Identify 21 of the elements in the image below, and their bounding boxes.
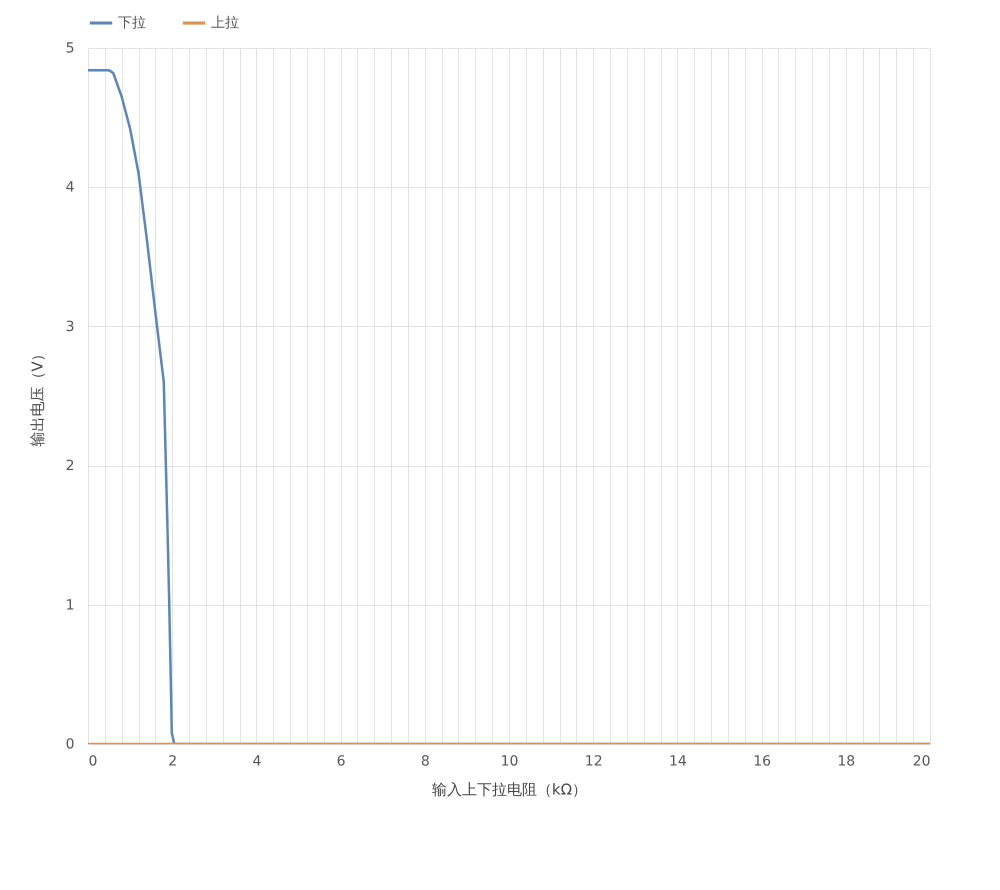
x-tick-label: 8 bbox=[420, 754, 430, 770]
x-tick-label: 10 bbox=[500, 754, 518, 770]
x-tick-label: 4 bbox=[252, 754, 262, 770]
y-tick-label: 2 bbox=[66, 458, 74, 474]
y-tick-label: 4 bbox=[66, 180, 75, 196]
y-axis-title: 输出电压（V） bbox=[28, 346, 47, 447]
y-tick-label: 1 bbox=[66, 597, 74, 614]
x-tick-label: 0 bbox=[88, 754, 98, 770]
x-tick-label: 16 bbox=[753, 754, 772, 770]
x-tick-label: 6 bbox=[336, 754, 346, 770]
legend-label: 下拉 bbox=[118, 15, 146, 31]
y-tick-label: 0 bbox=[66, 736, 74, 752]
x-tick-label: 12 bbox=[584, 754, 603, 770]
x-axis-title: 输入上下拉电阻（kΩ） bbox=[432, 780, 588, 798]
y-tick-label: 5 bbox=[66, 40, 74, 56]
legend-label: 上拉 bbox=[211, 15, 239, 31]
x-tick-label: 14 bbox=[668, 754, 687, 770]
x-tick-label: 18 bbox=[837, 754, 856, 770]
x-tick-label: 20 bbox=[912, 754, 930, 770]
x-tick-label: 2 bbox=[168, 754, 178, 770]
y-tick-label: 3 bbox=[66, 318, 74, 335]
